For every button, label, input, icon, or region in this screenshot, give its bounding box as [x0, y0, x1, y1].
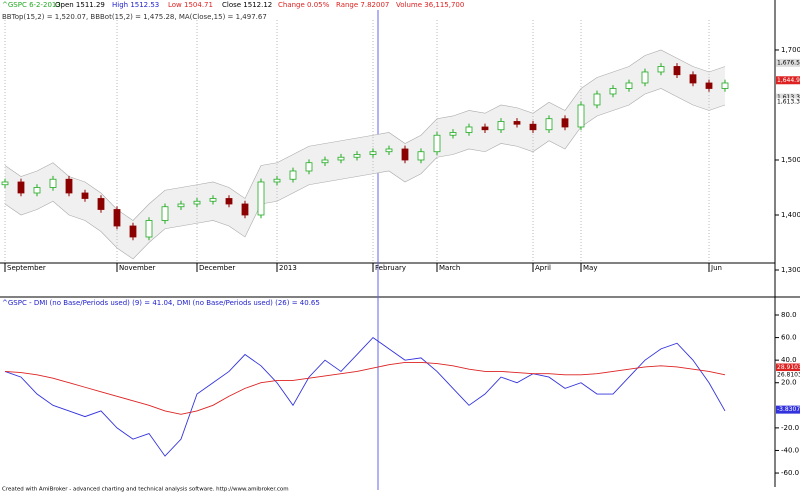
candle-body [465, 126, 473, 133]
candle-body [161, 206, 169, 221]
dmi-line [4, 336, 726, 457]
candle-body [657, 66, 665, 73]
candle-body [705, 82, 713, 89]
axis-tag-label: 1,613.32 [777, 99, 800, 106]
axis-tag [776, 405, 800, 414]
candle-body [353, 154, 361, 158]
candle-body [449, 132, 457, 136]
candle-body [513, 121, 521, 125]
x-tick-label: March [439, 264, 460, 272]
candle-body [97, 198, 105, 210]
y-tick-label: 1,700 [781, 46, 800, 54]
axis-tag [776, 76, 800, 85]
y-tick-label: -40.0 [781, 446, 799, 454]
y-tick-label: 1,500 [781, 156, 800, 164]
axis-tag [776, 98, 800, 107]
candle-body [209, 198, 217, 202]
band-upper [4, 49, 726, 221]
candle-body [177, 203, 185, 208]
candle-body [625, 82, 633, 89]
candle-body [385, 148, 393, 153]
candle-body [481, 126, 489, 131]
band-lower [4, 88, 726, 260]
x-tick-label: Jun [710, 264, 722, 272]
candle-body [369, 151, 377, 155]
candle-body [689, 74, 697, 84]
bands-legend: BBTop(15,2) = 1,520.07, BBBot(15,2) = 1,… [2, 13, 267, 21]
candle-body [113, 209, 121, 227]
candle-body [81, 192, 89, 199]
volume: Volume 36,115,700 [396, 1, 464, 9]
low: Low 1504.71 [168, 1, 213, 9]
candle-body [145, 220, 153, 238]
y-tick-label: -60.0 [781, 469, 799, 477]
x-tick-label: February [375, 264, 406, 272]
axis-tag-label: 1,676.54 [777, 59, 800, 66]
candle-body [257, 181, 265, 216]
candle-body [321, 159, 329, 164]
x-tick-label: May [583, 264, 597, 272]
candle-body [129, 225, 137, 238]
candle-body [241, 203, 249, 216]
candle-body [577, 104, 585, 128]
y-tick-label: 60.0 [781, 334, 797, 342]
candle-body [545, 118, 553, 131]
x-tick-label: November [119, 264, 156, 272]
candle-body [417, 151, 425, 161]
candle-body [641, 71, 649, 84]
candle-body [609, 88, 617, 95]
x-tick-label: April [535, 264, 551, 272]
y-tick-label: 1,400 [781, 211, 800, 219]
footer: Created with AmiBroker - advanced charti… [2, 487, 289, 493]
candle-body [193, 200, 201, 205]
y-tick-label: 80.0 [781, 311, 797, 319]
axis-tag [776, 58, 800, 67]
axis-tag-label: 1,613.32 [777, 94, 800, 101]
axis-tag-label: 26.8103 [777, 372, 800, 379]
axis-tag [776, 363, 800, 372]
candle-body [593, 93, 601, 106]
candle-body [17, 181, 25, 194]
candle-body [337, 156, 345, 161]
y-tick-label: -20.0 [781, 424, 799, 432]
x-tick-label: December [199, 264, 235, 272]
candle-body [289, 170, 297, 180]
candle-body [561, 118, 569, 128]
axis-tag [776, 371, 800, 380]
x-tick-label: 2013 [279, 264, 297, 272]
symbol: ^GSPC 6-2-2013 [2, 1, 61, 9]
header: ^GSPC 6-2-2013 Open 1511.29 High 1512.53… [2, 1, 464, 21]
axis-tag-label: 1,644.93 [777, 77, 800, 84]
y-tick-label: 20.0 [781, 379, 797, 387]
close: Close 1512.12 [222, 1, 272, 9]
range: Range 7.82007 [336, 1, 389, 9]
x-tick-label: September [7, 264, 46, 272]
candle-body [433, 134, 441, 153]
candle-body [1, 181, 9, 186]
candle-body [65, 178, 73, 194]
candle-body [305, 162, 313, 172]
change: Change 0.05% [278, 1, 330, 9]
candle-body [225, 198, 233, 205]
high: High 1512.53 [112, 1, 159, 9]
candle-body [273, 178, 281, 183]
dmi-title: ^GSPC - DMI (no Base/Periods used) (9) =… [2, 299, 320, 307]
axis-tag-label: -3.83073 [777, 406, 800, 413]
candle-body [497, 121, 505, 131]
candle-body [33, 187, 41, 194]
candle-body [529, 123, 537, 131]
dmi-line [4, 361, 726, 415]
axis-tag-label: 28.9103 [777, 364, 800, 371]
y-tick-label: 1,300 [781, 266, 800, 274]
axis-tag [776, 93, 800, 102]
candle-body [401, 148, 409, 161]
band-fill [5, 49, 725, 259]
open: Open 1511.29 [55, 1, 105, 9]
candle-body [673, 66, 681, 76]
y-tick-label: 40.0 [781, 356, 797, 364]
candle-body [721, 82, 729, 89]
candle-body [49, 178, 57, 188]
